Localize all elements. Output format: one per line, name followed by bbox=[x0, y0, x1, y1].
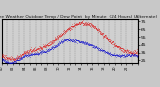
Title: Milwaukee Weather Outdoor Temp / Dew Point  by Minute  (24 Hours) (Alternate): Milwaukee Weather Outdoor Temp / Dew Poi… bbox=[0, 15, 158, 19]
